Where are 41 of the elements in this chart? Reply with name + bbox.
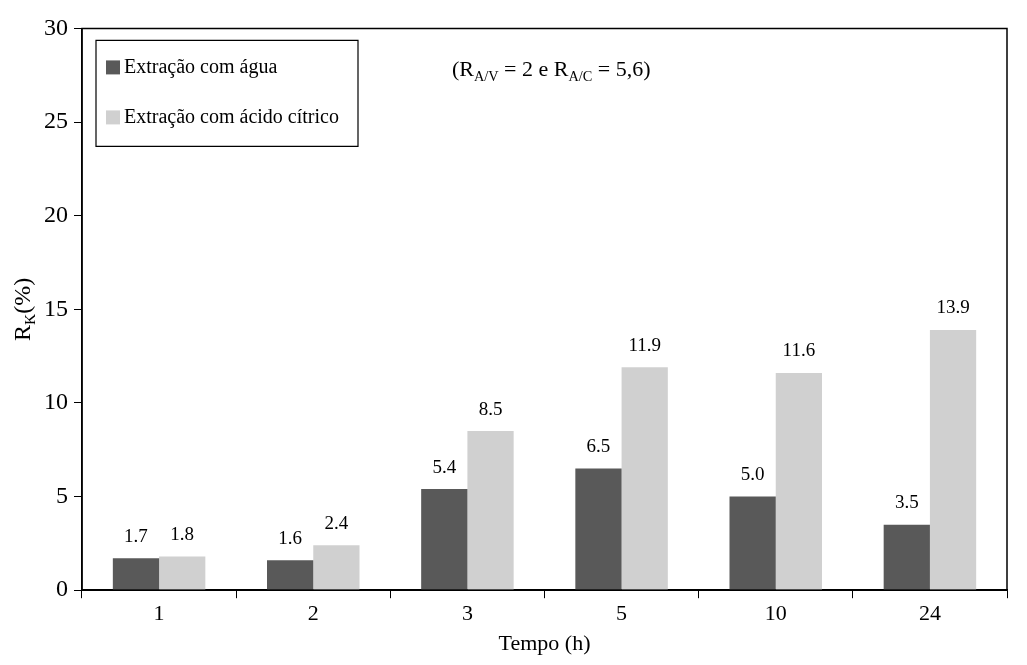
x-tick-label: 2 xyxy=(307,600,319,626)
data-label: 5.4 xyxy=(432,455,457,477)
data-label: 1.7 xyxy=(124,524,148,546)
legend-label: Extração com ácido cítrico xyxy=(124,104,339,128)
x-tick-label: 5 xyxy=(616,600,628,626)
y-tick-label: 10 xyxy=(44,388,68,415)
x-tick-label: 1 xyxy=(153,600,165,626)
y-tick-label: 5 xyxy=(56,481,68,508)
data-label: 8.5 xyxy=(478,397,503,419)
data-label: 5.0 xyxy=(740,463,765,485)
bar xyxy=(421,489,468,590)
x-tick-label: 10 xyxy=(764,600,787,626)
x-axis-title: Tempo (h) xyxy=(498,629,591,655)
bar xyxy=(883,524,930,590)
data-label: 11.6 xyxy=(782,339,816,361)
data-label: 11.9 xyxy=(628,333,661,355)
bar xyxy=(729,496,776,590)
y-tick-label: 15 xyxy=(44,294,68,321)
bar xyxy=(775,372,822,590)
bar xyxy=(159,556,206,590)
y-tick-label: 0 xyxy=(56,575,68,602)
data-label: 2.4 xyxy=(324,511,349,533)
y-axis-title: RK(%) xyxy=(9,277,39,341)
bar xyxy=(267,560,314,590)
y-tick-label: 30 xyxy=(44,13,68,40)
data-label: 1.8 xyxy=(170,522,195,544)
data-label: 3.5 xyxy=(894,491,919,513)
y-tick-label: 20 xyxy=(44,200,68,227)
y-tick-label: 25 xyxy=(44,107,68,134)
data-label: 13.9 xyxy=(936,296,970,318)
bar xyxy=(575,468,622,590)
data-label: 6.5 xyxy=(586,434,611,456)
x-tick-label: 3 xyxy=(461,600,473,626)
bar xyxy=(467,431,514,590)
bar xyxy=(313,545,360,590)
bar xyxy=(621,367,668,590)
x-tick-label: 24 xyxy=(918,600,941,626)
bar xyxy=(929,329,977,590)
bar xyxy=(112,558,160,590)
legend-label: Extração com água xyxy=(124,54,278,78)
data-label: 1.6 xyxy=(278,526,302,548)
